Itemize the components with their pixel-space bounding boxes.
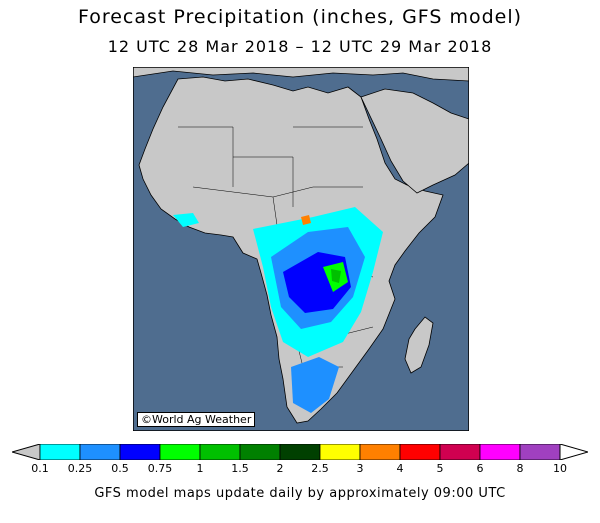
legend-swatch	[479, 444, 521, 460]
legend-swatch	[279, 444, 321, 460]
legend-tick-label: 6	[476, 462, 484, 475]
legend-tick-label: 5	[436, 462, 444, 475]
legend-tick-label: 0.1	[31, 462, 49, 475]
legend-tick-labels: 0.1 0.25 0.5 0.75 1 1.5 2 2.5 3 4 5 6 8 10	[0, 462, 600, 476]
legend-tick-label: 1.5	[231, 462, 249, 475]
arabia-landmass	[360, 88, 469, 194]
map-subtitle: 12 UTC 28 Mar 2018 – 12 UTC 29 Mar 2018	[107, 37, 493, 56]
madagascar-landmass	[404, 316, 434, 374]
legend-tick-label: 1	[196, 462, 204, 475]
europe-landmass	[133, 67, 469, 82]
legend-swatch	[239, 444, 281, 460]
credit-label: ©World Ag Weather	[137, 412, 256, 427]
legend-swatch	[399, 444, 441, 460]
legend-tick-label: 3	[356, 462, 364, 475]
legend-tick-label: 2	[276, 462, 284, 475]
legend-swatch	[119, 444, 161, 460]
precipitation-shading	[173, 207, 383, 413]
legend-tick-label: 0.25	[67, 462, 93, 475]
legend-tick-label: 2.5	[311, 462, 329, 475]
precipitation-map	[133, 67, 469, 431]
legend-tick-label: 0.5	[111, 462, 129, 475]
legend-swatch	[319, 444, 361, 460]
legend-arrow-low	[12, 444, 41, 460]
legend-swatch	[359, 444, 401, 460]
legend-swatch	[199, 444, 241, 460]
legend-tick-label: 0.75	[147, 462, 173, 475]
legend-swatch	[519, 444, 561, 460]
footer-note: GFS model maps update daily by approxima…	[94, 486, 506, 501]
legend-tick-label: 4	[396, 462, 404, 475]
legend-swatch	[159, 444, 201, 460]
legend-tick-label: 10	[553, 462, 567, 475]
legend-swatch	[79, 444, 121, 460]
map-title: Forecast Precipitation (inches, GFS mode…	[77, 6, 523, 28]
legend-swatch	[39, 444, 81, 460]
legend-arrow-high	[559, 444, 588, 460]
legend-swatch	[439, 444, 481, 460]
precipitation-legend-bar	[12, 444, 588, 460]
legend-tick-label: 8	[516, 462, 524, 475]
